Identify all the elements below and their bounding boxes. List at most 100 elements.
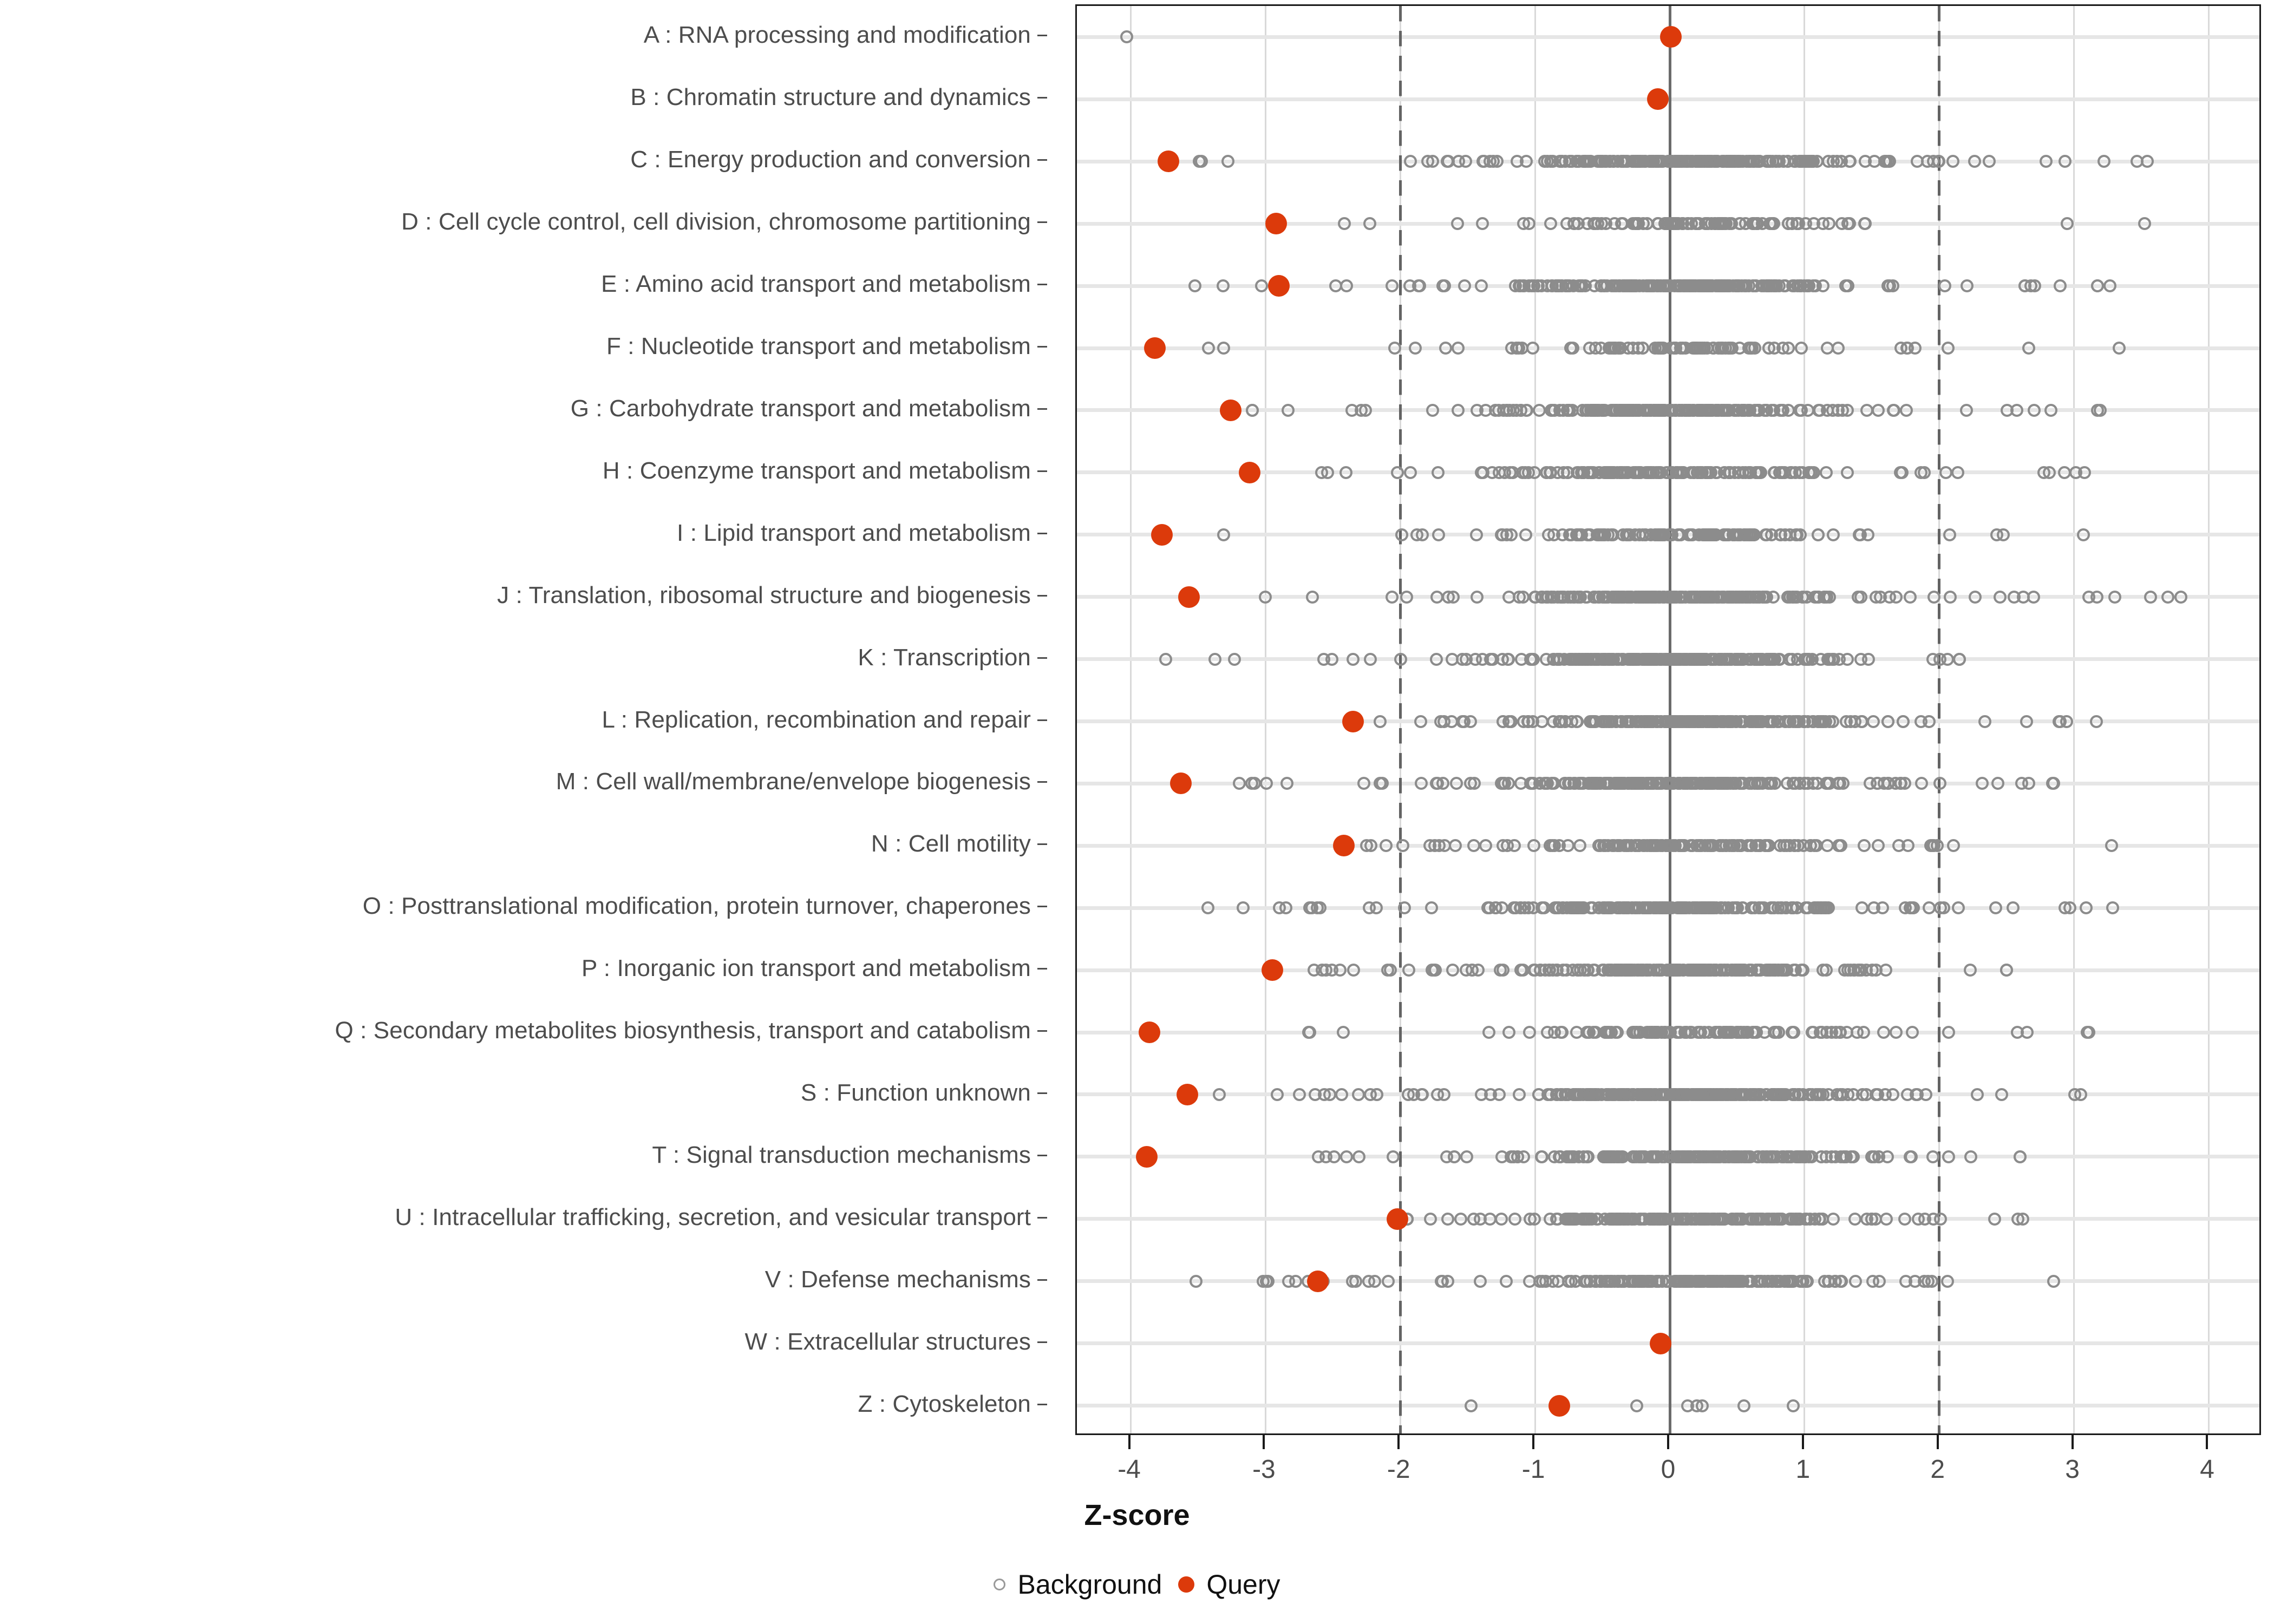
background-point (1270, 1088, 1284, 1101)
background-point (1403, 279, 1417, 293)
background-point (1572, 466, 1585, 479)
background-point (1716, 342, 1730, 355)
background-point (1415, 777, 1428, 790)
background-point (1254, 279, 1268, 293)
background-point (1556, 901, 1570, 915)
y-gridline (1077, 1404, 2259, 1408)
y-axis-label: V : Defense mechanisms (764, 1266, 1031, 1293)
background-point (1582, 1026, 1596, 1039)
background-point (1696, 528, 1709, 541)
background-point (1465, 964, 1479, 977)
background-point (1385, 279, 1399, 293)
background-point (1534, 1150, 1548, 1163)
background-point (1760, 652, 1774, 666)
background-point (1631, 1026, 1644, 1039)
background-point (1783, 839, 1796, 853)
background-point (1395, 528, 1409, 541)
background-point (1607, 342, 1620, 355)
background-point (1758, 839, 1772, 853)
background-point (1694, 1026, 1707, 1039)
background-point (2007, 901, 2020, 915)
query-point (1265, 213, 1288, 235)
background-point (1951, 901, 1965, 915)
background-point (1408, 342, 1422, 355)
background-point (1260, 777, 1273, 790)
background-point (1373, 715, 1387, 728)
background-point (1975, 777, 1989, 790)
background-point (2161, 590, 2174, 604)
background-point (1951, 466, 1965, 479)
background-point (1612, 1212, 1625, 1226)
background-point (1926, 1150, 1940, 1163)
background-point (1458, 279, 1472, 293)
y-axis-label: P : Inorganic ion transport and metaboli… (581, 955, 1031, 982)
background-point (2014, 1150, 2027, 1163)
background-point (1523, 1212, 1537, 1226)
background-point (1899, 1274, 1912, 1288)
background-point (1237, 901, 1250, 915)
background-point (1321, 466, 1334, 479)
background-point (1553, 715, 1567, 728)
y-axis-label: J : Translation, ribosomal structure and… (497, 581, 1031, 608)
background-point (2091, 279, 2105, 293)
background-point (2138, 217, 2151, 231)
background-point (1385, 590, 1399, 604)
background-point (1813, 1088, 1827, 1101)
background-point (1450, 217, 1464, 231)
background-point (1289, 1274, 1303, 1288)
background-point (1495, 1150, 1509, 1163)
background-point (1757, 590, 1770, 604)
background-point (1737, 279, 1751, 293)
y-axis-tick (1037, 35, 1047, 37)
background-point (2090, 715, 2103, 728)
y-axis-tick (1037, 97, 1047, 99)
background-point (1309, 1088, 1322, 1101)
background-point (1460, 1150, 1473, 1163)
background-point (2105, 839, 2118, 853)
x-axis-tick (2071, 1435, 2074, 1449)
background-point (1641, 715, 1654, 728)
x-axis-tick-label: 1 (1795, 1455, 1811, 1484)
background-point (1810, 155, 1824, 168)
background-point (1615, 217, 1629, 231)
background-point (1943, 528, 1956, 541)
background-point (1791, 279, 1805, 293)
background-point (1339, 279, 1353, 293)
background-point (2040, 155, 2053, 168)
background-point (1927, 839, 1940, 853)
background-point (1745, 901, 1759, 915)
background-point (1616, 155, 1630, 168)
background-point (1468, 652, 1482, 666)
background-point (1715, 1212, 1729, 1226)
background-point (1839, 279, 1852, 293)
background-point (1452, 403, 1465, 417)
background-point (2054, 279, 2067, 293)
background-point (1571, 964, 1585, 977)
background-point (1648, 839, 1661, 853)
background-point (1932, 155, 1946, 168)
background-point (1750, 715, 1763, 728)
background-point (1622, 342, 1635, 355)
background-point (1886, 1088, 1900, 1101)
plot-panel (1075, 4, 2261, 1435)
y-axis-tick (1037, 221, 1047, 224)
background-point (1618, 403, 1632, 417)
y-axis-tick (1037, 1341, 1047, 1343)
background-point (1883, 155, 1897, 168)
x-axis-tick (1263, 1435, 1265, 1449)
background-point (1855, 715, 1869, 728)
background-point (1510, 342, 1523, 355)
background-point (1514, 777, 1527, 790)
background-point (1517, 590, 1530, 604)
background-point (1734, 217, 1747, 231)
background-point (1898, 1212, 1911, 1226)
background-point (1547, 528, 1561, 541)
x-axis-tick-label: 3 (2065, 1455, 2080, 1484)
background-point (1477, 155, 1491, 168)
y-axis-label: H : Coenzyme transport and metabolism (602, 457, 1031, 484)
legend-label-background: Background (1017, 1569, 1162, 1600)
background-point (1404, 466, 1417, 479)
background-point (1800, 1212, 1813, 1226)
background-point (1990, 528, 2003, 541)
background-point (1449, 777, 1463, 790)
